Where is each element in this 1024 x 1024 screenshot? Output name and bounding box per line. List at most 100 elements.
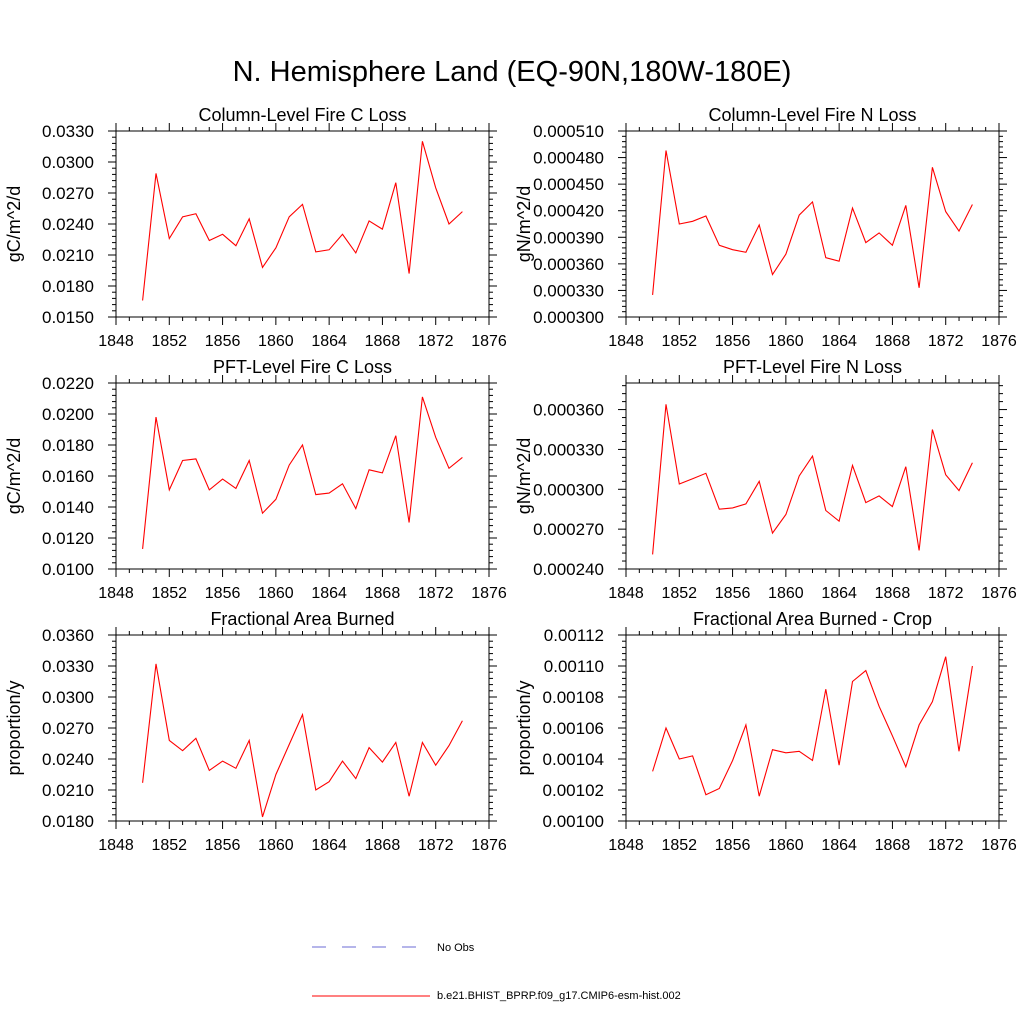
- x-tick-label: 1872: [928, 585, 964, 602]
- x-tick-label: 1856: [715, 333, 751, 350]
- panel-title: PFT-Level Fire N Loss: [723, 357, 902, 377]
- y-tick-label: 0.0330: [42, 657, 94, 676]
- x-tick-label: 1864: [311, 333, 347, 350]
- x-tick-label: 1872: [418, 333, 454, 350]
- panel-title: Fractional Area Burned: [210, 609, 394, 629]
- y-tick-label: 0.0180: [42, 436, 94, 455]
- series-line-1: [142, 396, 463, 549]
- x-tick-label: 1868: [875, 837, 911, 854]
- x-tick-label: 1856: [715, 585, 751, 602]
- y-tick-label: 0.0240: [42, 215, 94, 234]
- y-tick-label: 0.000480: [533, 149, 604, 168]
- x-tick-label: 1864: [821, 837, 857, 854]
- y-tick-label: 0.0270: [42, 719, 94, 738]
- y-tick-label: 0.000240: [533, 560, 604, 579]
- x-tick-label: 1872: [928, 333, 964, 350]
- x-tick-label: 1848: [608, 333, 644, 350]
- x-tick-label: 1876: [981, 585, 1017, 602]
- y-axis-label: proportion/y: [514, 680, 534, 775]
- series-line-1: [652, 150, 973, 295]
- y-tick-label: 0.000450: [533, 175, 604, 194]
- y-tick-label: 0.0120: [42, 529, 94, 548]
- y-tick-label: 0.00104: [543, 750, 604, 769]
- x-tick-label: 1868: [875, 585, 911, 602]
- x-tick-label: 1856: [715, 837, 751, 854]
- y-tick-label: 0.000300: [533, 480, 604, 499]
- x-tick-label: 1860: [258, 333, 294, 350]
- panel-title: Fractional Area Burned - Crop: [693, 609, 932, 629]
- y-tick-label: 0.00112: [544, 626, 604, 645]
- chart-panel-2: Column-Level Fire N Loss gN/m^2/d 1848 1852…: [514, 105, 1017, 350]
- y-tick-label: 0.0360: [42, 626, 94, 645]
- panel-title: Column-Level Fire C Loss: [198, 105, 406, 125]
- series-line-1: [142, 663, 463, 818]
- x-tick-label: 1852: [151, 837, 187, 854]
- legend-model-label: b.e21.BHIST_BPRP.f09_g17.CMIP6-esm-hist.…: [437, 990, 681, 1002]
- x-tick-label: 1848: [98, 585, 134, 602]
- y-tick-label: 0.00102: [543, 781, 604, 800]
- series-line-1: [652, 656, 973, 797]
- x-tick-label: 1876: [981, 837, 1017, 854]
- x-tick-label: 1848: [608, 837, 644, 854]
- x-tick-label: 1864: [311, 837, 347, 854]
- y-tick-label: 0.000390: [533, 228, 604, 247]
- y-tick-label: 0.00110: [544, 657, 604, 676]
- y-tick-label: 0.000510: [533, 122, 604, 141]
- x-tick-label: 1872: [418, 837, 454, 854]
- x-tick-label: 1876: [471, 585, 507, 602]
- chart-panel-6: Fractional Area Burned - Crop proportion/…: [514, 609, 1017, 854]
- x-tick-label: 1868: [365, 585, 401, 602]
- y-tick-label: 0.0270: [42, 184, 94, 203]
- x-tick-label: 1852: [661, 333, 697, 350]
- y-tick-label: 0.000300: [533, 308, 604, 327]
- x-tick-label: 1848: [98, 837, 134, 854]
- x-tick-label: 1848: [608, 585, 644, 602]
- x-tick-label: 1876: [471, 837, 507, 854]
- x-tick-label: 1860: [768, 837, 804, 854]
- y-tick-label: 0.00106: [543, 719, 604, 738]
- y-tick-label: 0.00100: [543, 812, 604, 831]
- y-tick-label: 0.000330: [533, 440, 604, 459]
- x-tick-label: 1860: [258, 837, 294, 854]
- y-tick-label: 0.0180: [42, 277, 94, 296]
- page-title: N. Hemisphere Land (EQ-90N,180W-180E): [232, 56, 792, 88]
- x-tick-label: 1860: [768, 585, 804, 602]
- x-tick-label: 1852: [151, 333, 187, 350]
- x-tick-label: 1856: [205, 333, 241, 350]
- y-axis-label: gC/m^2/d: [4, 186, 24, 262]
- chart-panel-3: PFT-Level Fire C Loss gC/m^2/d 1848 1852 185…: [4, 357, 507, 602]
- panel-title: Column-Level Fire N Loss: [708, 105, 916, 125]
- x-tick-label: 1852: [151, 585, 187, 602]
- x-tick-label: 1848: [98, 333, 134, 350]
- y-tick-label: 0.0300: [42, 688, 94, 707]
- chart-panel-1: Column-Level Fire C Loss gC/m^2/d 1848 1852…: [4, 105, 507, 350]
- x-tick-label: 1876: [471, 333, 507, 350]
- y-tick-label: 0.000330: [533, 281, 604, 300]
- x-tick-label: 1852: [661, 585, 697, 602]
- series-line-1: [652, 404, 973, 555]
- legend-obs-label: No Obs: [437, 942, 475, 954]
- y-tick-label: 0.000420: [533, 202, 604, 221]
- x-tick-label: 1856: [205, 585, 241, 602]
- chart-panel-4: PFT-Level Fire N Loss gN/m^2/d 1848 1852 185…: [514, 357, 1017, 602]
- x-tick-label: 1868: [365, 837, 401, 854]
- y-tick-label: 0.0240: [42, 750, 94, 769]
- y-tick-label: 0.0210: [42, 781, 94, 800]
- y-tick-label: 0.0100: [42, 560, 94, 579]
- y-axis-label: proportion/y: [4, 680, 24, 775]
- y-axis-label: gN/m^2/d: [514, 438, 534, 514]
- y-tick-label: 0.0210: [42, 246, 94, 265]
- y-tick-label: 0.0150: [42, 308, 94, 327]
- y-tick-label: 0.0160: [42, 467, 94, 486]
- y-axis-label: gC/m^2/d: [4, 438, 24, 514]
- x-tick-label: 1860: [768, 333, 804, 350]
- chart-panel-5: Fractional Area Burned proportion/y 1848 18…: [4, 609, 507, 854]
- y-tick-label: 0.0300: [42, 153, 94, 172]
- x-tick-label: 1864: [821, 585, 857, 602]
- y-tick-label: 0.0180: [42, 812, 94, 831]
- y-tick-label: 0.0220: [42, 374, 94, 393]
- x-tick-label: 1864: [311, 585, 347, 602]
- y-tick-label: 0.000360: [533, 401, 604, 420]
